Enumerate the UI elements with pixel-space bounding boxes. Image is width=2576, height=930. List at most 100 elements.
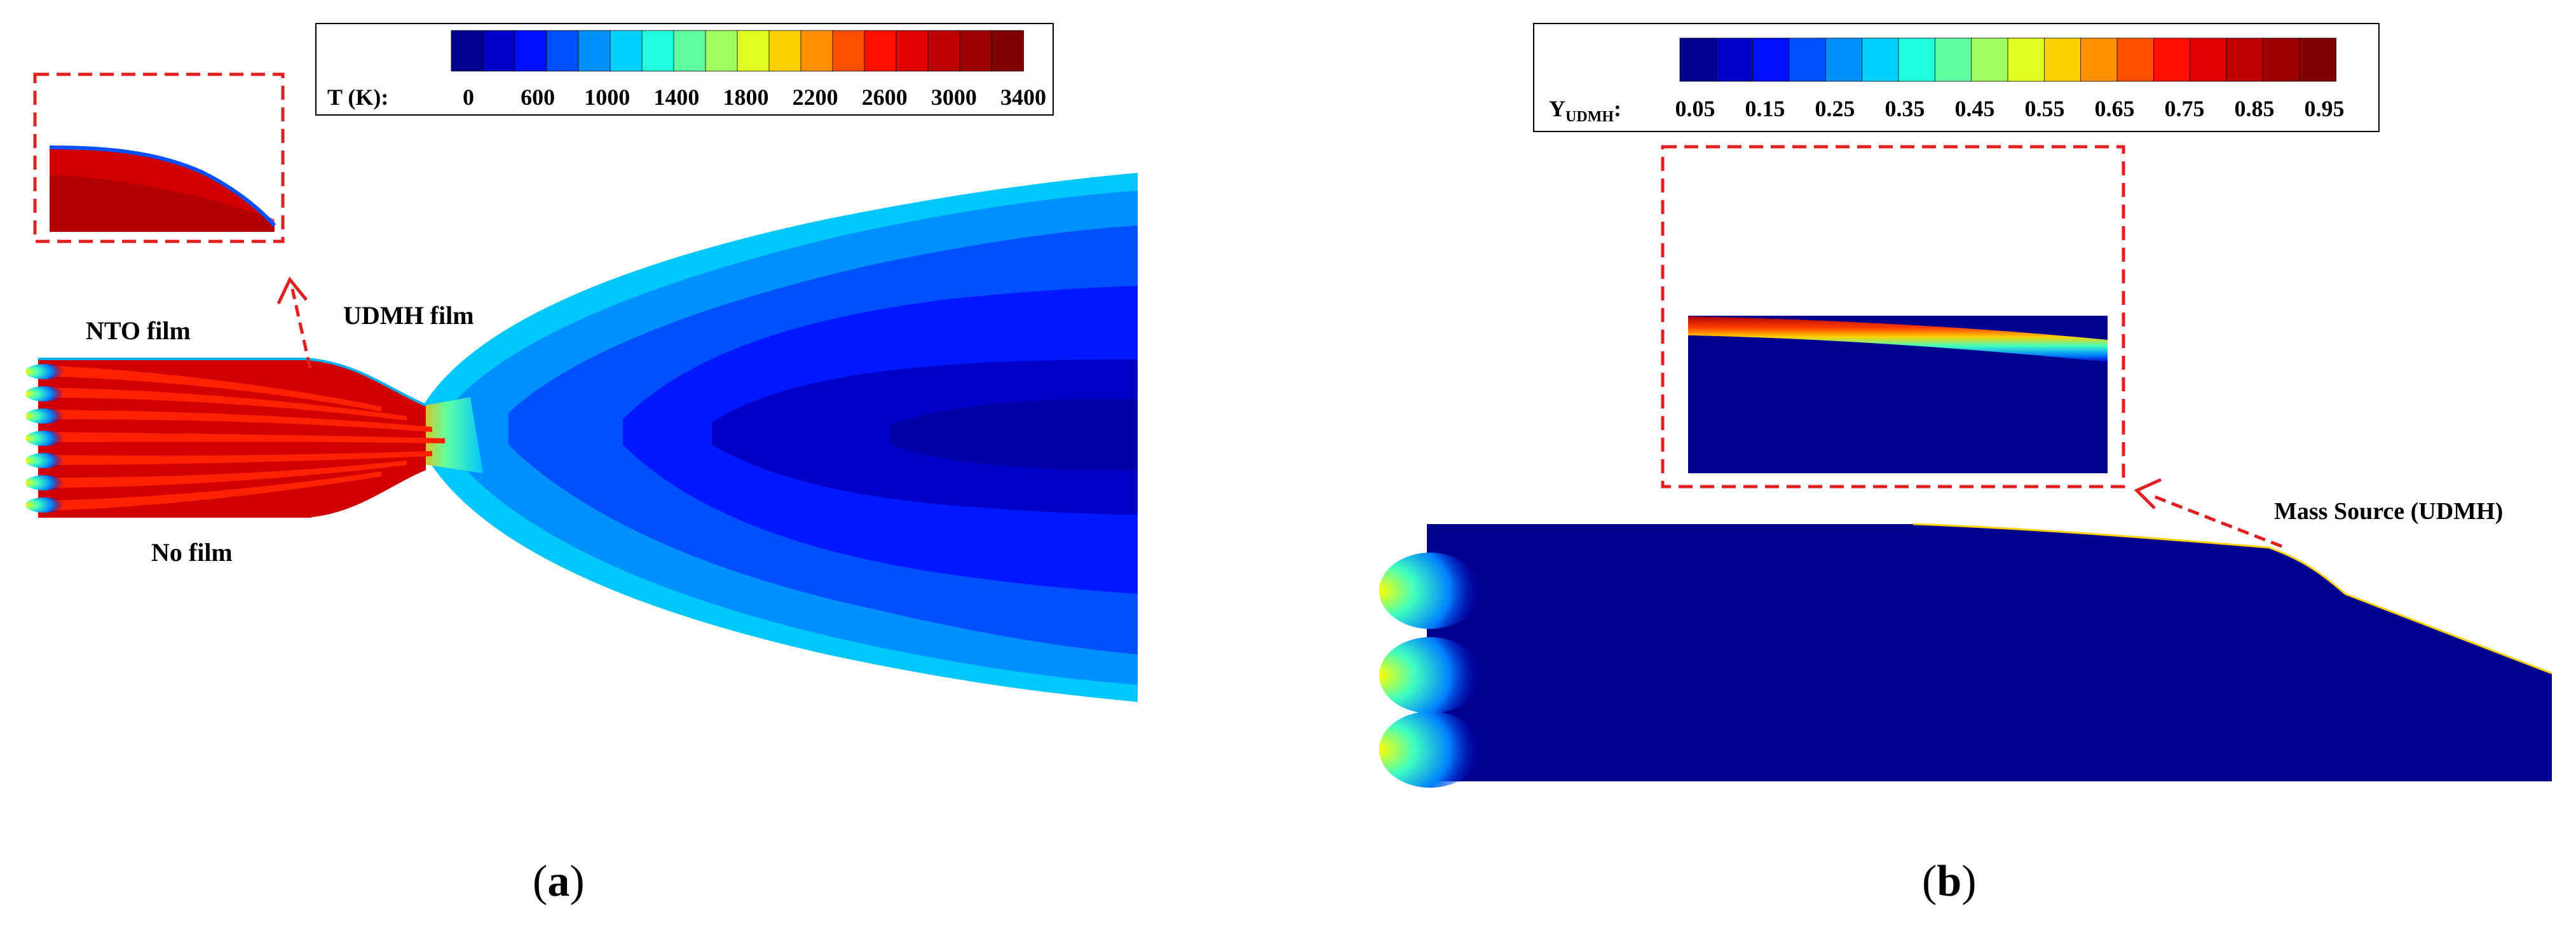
colorbar-temperature: T (K): 0 600 1000 1400 1800 2200 2600 3000 3400 (315, 23, 1054, 116)
colorbar-title-main: Y (1549, 96, 1565, 121)
colorbar-tick-label: 2600 (862, 84, 908, 110)
colorbar-tick-label: 0.85 (2235, 96, 2275, 121)
colorbar-swatch (991, 30, 1024, 72)
colorbar-swatches (1679, 37, 2336, 82)
colorbar-swatch (705, 30, 738, 72)
injector-plumes (1379, 553, 1481, 788)
label-no-film: No film (151, 538, 233, 567)
colorbar-tick-label: 0.35 (1885, 96, 1925, 121)
colorbar-mass-fraction: YUDMH: 0.05 0.15 0.25 0.35 0.45 0.55 0.65 0.75 0… (1533, 23, 2380, 132)
colorbar-tick-label: 0.25 (1815, 96, 1855, 121)
colorbar-tick-label: 1800 (723, 84, 769, 110)
colorbar-swatches (451, 30, 1024, 72)
colorbar-tick-labels: 0.05 0.15 0.25 0.35 0.45 0.55 0.65 0.75 0.85 0.95 (1675, 96, 2345, 121)
inset-frame (33, 72, 285, 243)
colorbar-title: T (K): (327, 84, 388, 110)
colorbar-tick-label: 3400 (1000, 84, 1046, 110)
colorbar-swatch (2043, 37, 2082, 82)
colorbar-tick-label: 0 (463, 84, 474, 110)
wall-film-line (1912, 523, 2552, 675)
colorbar-tick-label: 1400 (653, 84, 699, 110)
caption-b: (b) (1922, 857, 1977, 906)
injector-tips (25, 364, 64, 513)
panel-a: T (K): 0 600 1000 1400 1800 2200 2600 3000 3400 (25, 23, 1138, 906)
colorbar-swatch (2226, 37, 2264, 82)
inset-field-body (1688, 335, 2108, 473)
colorbar-swatch (610, 30, 643, 72)
colorbar-swatch (514, 30, 547, 72)
colorbar-tick-label: 0.15 (1745, 96, 1785, 121)
colorbar-swatch (641, 30, 674, 72)
colorbar-tick-label: 600 (521, 84, 555, 110)
inset-film-core (50, 175, 275, 232)
colorbar-swatch (1752, 37, 1790, 82)
colorbar-swatch (1825, 37, 1863, 82)
caption-b-open: ( (1922, 857, 1937, 906)
colorbar-swatch (2262, 37, 2300, 82)
colorbar-swatch (2007, 37, 2045, 82)
colorbar-tick-label: 0.75 (2165, 96, 2205, 121)
colorbar-swatch (800, 30, 833, 72)
colorbar-swatch (546, 30, 579, 72)
chamber-domain (1427, 524, 2552, 781)
colorbar-tick-label: 0.95 (2305, 96, 2345, 121)
nto-film-edge (38, 358, 426, 407)
label-nto-film: NTO film (86, 316, 191, 345)
colorbar-swatch (578, 30, 611, 72)
colorbar-swatch (737, 30, 770, 72)
pointer-arrow-a (276, 276, 312, 369)
colorbar-swatch (451, 30, 484, 72)
colorbar-swatch (896, 30, 929, 72)
inset-frame (1661, 145, 2125, 489)
label-mass-source: Mass Source (UDMH) (2274, 498, 2503, 525)
colorbar-title: YUDMH: (1549, 96, 1621, 125)
colorbar-tick-label: 2200 (793, 84, 838, 110)
colorbar-swatch (927, 30, 960, 72)
colorbar-swatch (1971, 37, 2008, 82)
colorbar-tick-label: 1000 (584, 84, 630, 110)
injector-jets (38, 365, 445, 511)
caption-a-close: ) (569, 857, 584, 906)
colorbar-tick-label: 0.55 (2025, 96, 2065, 121)
colorbar-swatch (2299, 37, 2336, 82)
inset-film-layer (49, 145, 276, 227)
colorbar-title-sub: UDMH (1565, 109, 1614, 125)
caption-b-letter: b (1937, 857, 1961, 906)
colorbar-swatch (1862, 37, 1899, 82)
inset-film-gradient (1688, 316, 2108, 362)
label-udmh-film: UDMH film (343, 301, 474, 330)
colorbar-swatch (673, 30, 706, 72)
colorbar-tick-label: 0.05 (1675, 96, 1715, 121)
chamber-mass-fraction-field (1379, 523, 2552, 788)
colorbar-swatch (864, 30, 897, 72)
caption-a-letter: a (547, 857, 569, 906)
colorbar-swatch (1789, 37, 1827, 82)
colorbar-swatch (1715, 37, 1754, 82)
nozzle-temperature-field (25, 173, 1138, 702)
pointer-arrow-b (2134, 478, 2282, 548)
colorbar-swatch (482, 30, 515, 72)
caption-a: (a) (533, 857, 585, 906)
colorbar-swatch (959, 30, 992, 72)
colorbar-tick-label: 0.45 (1955, 96, 1995, 121)
colorbar-swatch (1679, 37, 1717, 82)
inset-film-zoom (33, 72, 285, 243)
colorbar-tick-label: 0.65 (2095, 96, 2135, 121)
colorbar-swatch (832, 30, 865, 72)
colorbar-swatch (1934, 37, 1972, 82)
inset-mass-source-zoom (1661, 145, 2125, 489)
colorbar-tick-labels: 0 600 1000 1400 1800 2200 2600 3000 3400 (463, 84, 1046, 110)
colorbar-swatch (1898, 37, 1936, 82)
colorbar-swatch (2190, 37, 2227, 82)
colorbar-tick-label: 3000 (931, 84, 977, 110)
colorbar-swatch (2153, 37, 2191, 82)
caption-b-close: ) (1961, 857, 1976, 906)
colorbar-swatch (768, 30, 801, 72)
nozzle-divergent-deep-core (890, 399, 1138, 470)
panel-b: YUDMH: 0.05 0.15 0.25 0.35 0.45 0.55 0.65 0.75 0… (1379, 23, 2552, 906)
colorbar-swatch (2080, 37, 2118, 82)
caption-a-open: ( (533, 857, 547, 906)
colorbar-title-suffix: : (1614, 96, 1621, 121)
colorbar-swatch (2116, 37, 2155, 82)
